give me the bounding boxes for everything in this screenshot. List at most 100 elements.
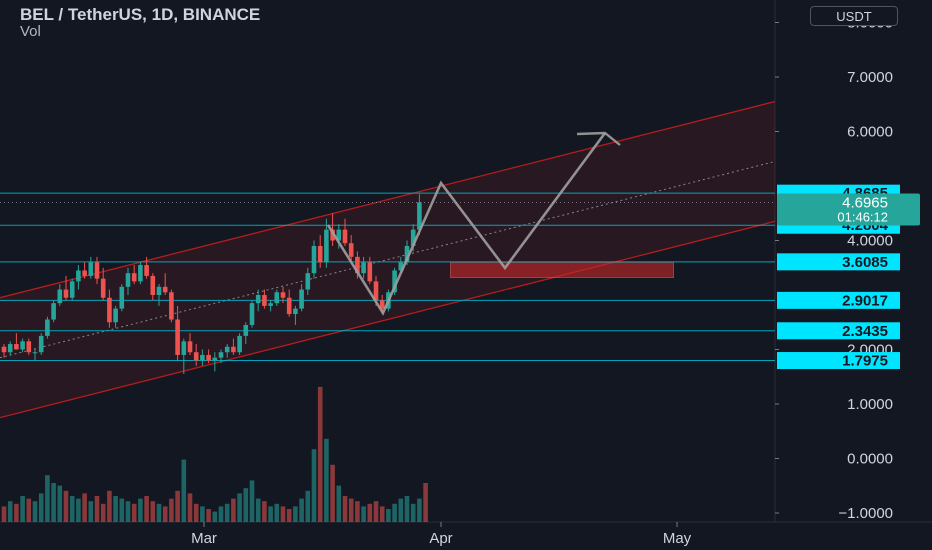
candle-body xyxy=(76,270,81,282)
volume-bar xyxy=(417,498,422,522)
volume-bars xyxy=(1,386,428,522)
volume-bar xyxy=(187,493,193,522)
level-label-bg xyxy=(777,253,900,271)
candle-body xyxy=(268,303,273,306)
volume-bar xyxy=(274,503,280,522)
candle-body xyxy=(206,354,211,361)
level-label: 2.3435 xyxy=(842,323,888,340)
candle-body xyxy=(138,265,143,282)
candle-body xyxy=(224,346,230,353)
volume-bar xyxy=(138,498,143,522)
candle-body xyxy=(355,256,360,274)
volume-bar xyxy=(193,503,199,522)
candle-body xyxy=(69,281,75,298)
projection-line xyxy=(326,132,607,316)
candle-body xyxy=(367,262,373,282)
candle-body xyxy=(113,308,118,323)
volume-bar xyxy=(361,506,366,522)
level-label-bg xyxy=(777,352,900,370)
level-label: 3.6085 xyxy=(842,254,888,271)
volume-bar xyxy=(181,459,187,522)
candle-body xyxy=(379,300,385,309)
x-tick-label: Mar xyxy=(191,530,217,547)
volume-bar xyxy=(373,501,379,522)
candle-body xyxy=(200,354,205,361)
projection-path[interactable] xyxy=(326,131,621,316)
channel-drawing[interactable] xyxy=(0,100,776,419)
candle-body xyxy=(410,229,416,246)
candle-body xyxy=(125,273,131,287)
level-label: 2.9017 xyxy=(842,292,888,309)
candle-body xyxy=(361,262,366,274)
volume-bar xyxy=(280,506,286,522)
currency-button[interactable]: USDT xyxy=(810,6,898,26)
candle-body xyxy=(1,346,7,353)
volume-bar xyxy=(237,493,242,522)
candle-body xyxy=(330,229,335,241)
volume-bar xyxy=(162,506,168,522)
candle-body xyxy=(82,270,87,276)
candle-body xyxy=(342,229,348,244)
candles xyxy=(1,194,422,375)
candle-body xyxy=(348,243,354,257)
volume-bar xyxy=(324,438,329,522)
candle-body xyxy=(336,229,342,241)
y-tick-label: 7.0000 xyxy=(847,69,893,86)
horizontal-levels[interactable] xyxy=(0,192,775,362)
grid xyxy=(0,0,932,523)
volume-bar xyxy=(255,498,261,522)
y-tick-label: 1.0000 xyxy=(847,396,893,413)
level-label-bg xyxy=(777,322,900,340)
volume-bar xyxy=(20,496,25,522)
y-tick-label: −1.0000 xyxy=(838,505,893,522)
volume-bar xyxy=(410,503,416,522)
channel-fill xyxy=(0,101,775,418)
volume-bar xyxy=(175,490,180,522)
level-label-bg xyxy=(777,291,900,309)
x-tick-label: May xyxy=(663,530,692,547)
candle-body xyxy=(231,346,236,353)
candle-body xyxy=(317,245,323,263)
projection-arrowhead xyxy=(576,131,621,146)
volume-bar xyxy=(293,506,298,522)
volume-bar xyxy=(317,386,323,522)
chart-title: BEL / TetherUS, 1D, BINANCE xyxy=(20,5,261,24)
time-axis[interactable]: Mar Apr May xyxy=(191,522,692,547)
countdown-label: 01:46:12 xyxy=(837,210,888,225)
candle-body xyxy=(280,292,286,298)
volume-bar xyxy=(144,496,149,522)
candle-body xyxy=(212,357,218,361)
candle-body xyxy=(162,286,168,293)
candle-body xyxy=(26,341,32,353)
candle-body xyxy=(305,273,311,290)
volume-bar xyxy=(249,480,255,522)
volume-bar xyxy=(69,496,75,522)
volume-bar xyxy=(423,483,428,522)
volume-bar xyxy=(212,511,218,522)
volume-bar xyxy=(200,506,205,522)
candle-body xyxy=(175,319,180,355)
volume-bar xyxy=(45,475,50,522)
price-axis[interactable]: 8.00007.00006.00004.00002.00001.00000.00… xyxy=(775,15,920,523)
volume-bar xyxy=(311,449,317,522)
y-tick-label: 0.0000 xyxy=(847,451,893,468)
candle-body xyxy=(131,273,137,282)
volume-bar xyxy=(367,503,373,522)
candle-body xyxy=(51,303,56,320)
volume-bar xyxy=(206,509,211,522)
volume-indicator-label[interactable]: Vol xyxy=(20,23,41,40)
volume-bar xyxy=(348,498,354,522)
candle-body xyxy=(7,344,13,353)
volume-bar xyxy=(113,496,118,522)
candle-body xyxy=(286,297,292,315)
volume-bar xyxy=(7,501,13,522)
volume-bar xyxy=(386,509,391,522)
volume-bar xyxy=(38,493,44,522)
candle-body xyxy=(63,289,69,298)
current-price-badge xyxy=(777,193,920,226)
channel-upper-line xyxy=(0,100,776,299)
candle-body xyxy=(181,341,187,355)
volume-bar xyxy=(231,498,236,522)
